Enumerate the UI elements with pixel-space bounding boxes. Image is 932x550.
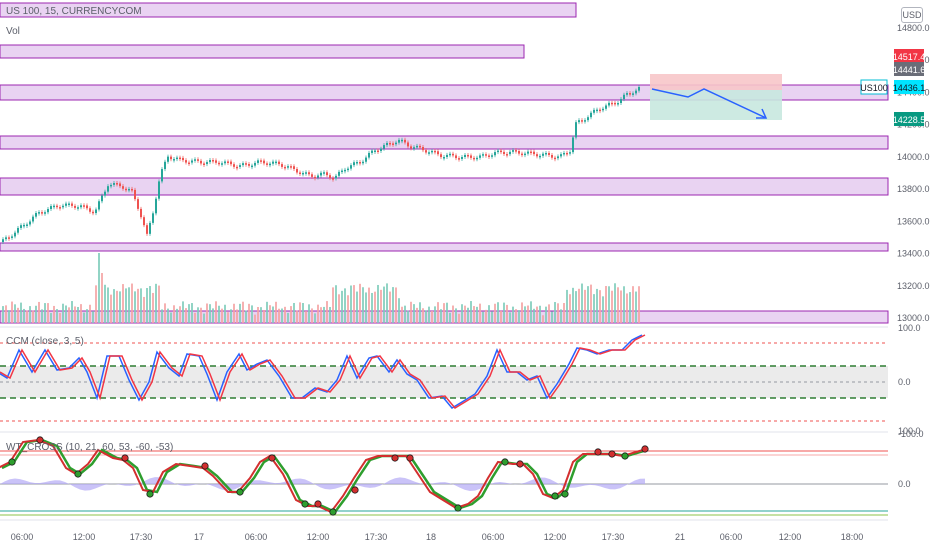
zone-1[interactable] (0, 2, 577, 18)
price-badge: 14436.1 (893, 80, 926, 94)
price-badges: 14517.4 14441.6 14436.1 14228.5 (893, 49, 926, 126)
time-tick-label: 17:30 (365, 532, 388, 542)
wt-title: WT_CROSS (10, 21, 60, 53, -60, -53) (6, 442, 174, 453)
symbol-badge-label: US100 (860, 83, 888, 93)
indicator-axis: 100.0 0.0 -100.0 100.0 0.0 (898, 323, 924, 489)
ccm-axis-bottom: -100.0 (898, 429, 924, 439)
price-tick-label: 13600.0 (897, 216, 930, 226)
ccm-main-line (0, 334, 646, 409)
ccm-signal-line (0, 334, 643, 409)
wt-cross-dots (8, 436, 649, 516)
ccm-pane (0, 334, 888, 422)
ccm-axis-top: 100.0 (898, 323, 921, 333)
time-tick-label: 12:00 (73, 532, 96, 542)
price-tick-label: 13200.0 (897, 281, 930, 291)
zone-2[interactable] (0, 44, 525, 59)
volume-title: Vol (6, 26, 20, 37)
time-tick-label: 18 (426, 532, 436, 542)
price-tick-label: 14800.0 (897, 23, 930, 33)
short-position-tool[interactable] (650, 74, 782, 120)
zone-5[interactable] (0, 177, 889, 196)
zone-rectangles[interactable] (0, 2, 889, 324)
price-badge: 14441.6 (893, 62, 926, 76)
currency-badge[interactable]: USD (901, 7, 923, 23)
time-tick-label: 06:00 (720, 532, 743, 542)
symbol-title: US 100, 15, CURRENCYCOM (6, 6, 142, 17)
time-tick-label: 12:00 (779, 532, 802, 542)
price-badge: 14517.4 (893, 49, 926, 63)
ccm-title: CCM (close, 3, 5) (6, 336, 84, 347)
price-tick-label: 14000.0 (897, 152, 930, 162)
wt-slow-line (0, 438, 644, 514)
time-tick-label: 17 (194, 532, 204, 542)
wt-axis-zero: 0.0 (898, 479, 911, 489)
time-axis[interactable]: 06:00 12:00 17:30 17 06:00 12:00 17:30 18 06:00 1… (11, 532, 864, 542)
price-badge: 14228.5 (893, 112, 926, 126)
ccm-axis-zero: 0.0 (898, 377, 911, 387)
time-tick-label: 21 (675, 532, 685, 542)
price-badge-label: 14228.5 (893, 115, 926, 125)
symbol-badge: US100 (860, 79, 888, 95)
time-tick-label: 06:00 (245, 532, 268, 542)
time-tick-label: 12:00 (307, 532, 330, 542)
price-tick-label: 13400.0 (897, 249, 930, 259)
wt-axis-top: 100.0 (898, 426, 921, 436)
wt-histogram (0, 477, 645, 491)
time-tick-label: 17:30 (602, 532, 625, 542)
time-tick-label: 06:00 (11, 532, 34, 542)
price-tick-label: 13000.0 (897, 313, 930, 323)
zone-4[interactable] (0, 135, 889, 150)
time-tick-label: 18:00 (841, 532, 864, 542)
wt-pane (0, 436, 888, 516)
time-tick-label: 06:00 (482, 532, 505, 542)
price-badge-label: 14441.6 (893, 65, 926, 75)
price-tick-label: 13800.0 (897, 184, 930, 194)
projection-arrow[interactable] (651, 88, 768, 119)
volume-bars (2, 253, 640, 323)
stop-zone[interactable] (650, 74, 782, 90)
candles (2, 84, 640, 244)
time-tick-label: 12:00 (544, 532, 567, 542)
zone-6[interactable] (0, 242, 889, 252)
time-tick-label: 17:30 (130, 532, 153, 542)
price-badge-label: 14436.1 (893, 83, 926, 93)
price-badge-label: 14517.4 (893, 52, 926, 62)
